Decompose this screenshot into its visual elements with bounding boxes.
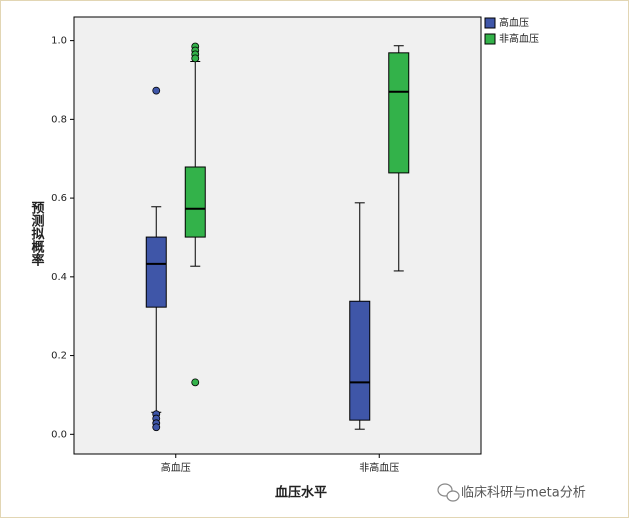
legend-label: 非高血压 bbox=[499, 32, 539, 45]
y-tick-label: 0.6 bbox=[51, 193, 67, 204]
y-tick-label: 0.2 bbox=[51, 351, 67, 362]
plot-area bbox=[73, 16, 482, 455]
watermark-icon bbox=[437, 483, 460, 502]
y-axis-title: 预测拟概率 bbox=[29, 201, 45, 267]
watermark: 临床科研与meta分析 bbox=[461, 486, 586, 501]
x-tick-label: 非高血压 bbox=[359, 461, 399, 474]
box bbox=[184, 166, 206, 238]
y-tick-label: 0.8 bbox=[51, 114, 67, 125]
outlier bbox=[191, 378, 200, 387]
outlier bbox=[191, 54, 200, 63]
box bbox=[349, 300, 371, 421]
box bbox=[145, 236, 167, 308]
legend-swatch bbox=[484, 33, 496, 45]
legend-swatch bbox=[484, 17, 496, 29]
outlier bbox=[152, 86, 161, 95]
y-tick-label: 0.0 bbox=[51, 429, 67, 440]
y-tick-label: 0.4 bbox=[51, 272, 67, 283]
box bbox=[388, 52, 410, 174]
outlier bbox=[152, 423, 161, 432]
x-tick-label: 高血压 bbox=[161, 461, 191, 474]
legend-label: 高血压 bbox=[499, 16, 529, 29]
y-tick-label: 1.0 bbox=[51, 36, 67, 47]
x-axis-title: 血压水平 bbox=[275, 485, 327, 501]
